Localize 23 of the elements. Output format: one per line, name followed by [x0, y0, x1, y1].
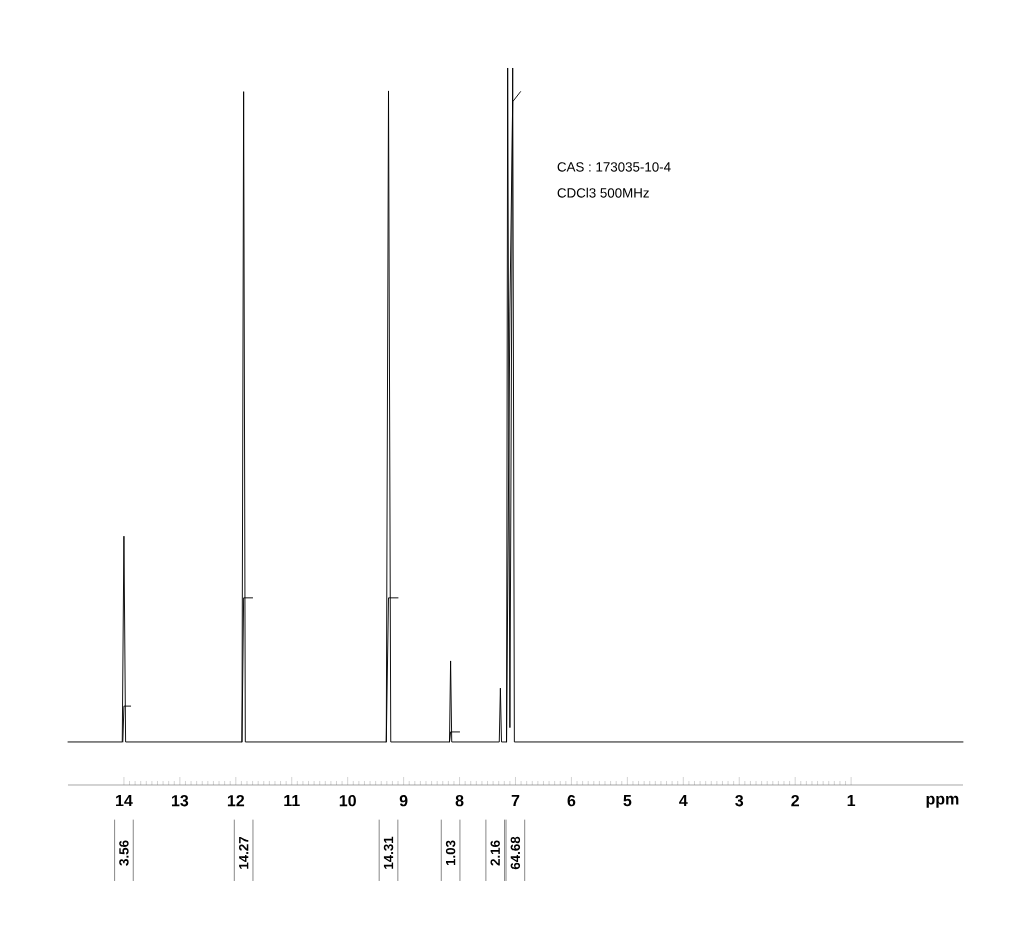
x-axis-title: ppm [926, 795, 959, 808]
x-tick-label: 5 [623, 795, 632, 807]
text: 14.31 [383, 836, 394, 869]
text: 2.16 [490, 840, 500, 866]
x-tick-label: 10 [339, 795, 356, 807]
x-tick-label: 4 [679, 795, 688, 807]
text: 14.27 [238, 836, 249, 869]
x-tick-label: 2 [791, 795, 799, 807]
annotation: CDCl3 500MHz [557, 187, 649, 198]
x-tick-label: 1 [847, 795, 856, 807]
text: 3.56 [119, 840, 129, 866]
x-tick-label: 7 [511, 795, 520, 807]
text: 1.03 [445, 840, 456, 866]
x-tick-label: 9 [399, 795, 408, 807]
x-tick-label: 8 [455, 795, 464, 807]
x-tick-label: 12 [227, 795, 245, 807]
annotation: CAS : 173035-10-4 [557, 162, 671, 172]
x-tick-label: 11 [284, 795, 300, 807]
x-tick-label: 14 [116, 795, 133, 807]
text: 64.68 [510, 836, 521, 870]
x-tick-label: 6 [567, 795, 576, 807]
x-tick-label: 13 [171, 795, 189, 807]
x-tick-label: 3 [735, 795, 744, 807]
